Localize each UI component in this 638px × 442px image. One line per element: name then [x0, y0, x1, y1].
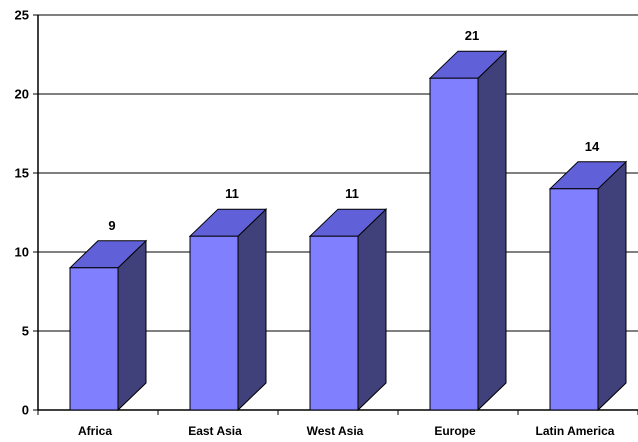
bar-side-face [237, 208, 267, 412]
data-label: 11 [345, 186, 359, 201]
y-tick-label: 20 [15, 87, 29, 102]
bar-latin-america [548, 160, 628, 412]
bar-front-face [189, 235, 239, 411]
bar-africa [68, 239, 148, 412]
y-tick-label: 10 [15, 245, 29, 260]
x-category-label: Latin America [536, 424, 615, 438]
bar-front-face [309, 235, 359, 411]
y-tick-label: 0 [22, 403, 29, 418]
data-label: 21 [465, 28, 479, 43]
x-axis-labels: Africa East Asia West Asia Europe Latin Amer… [78, 424, 615, 438]
bar-side-face [117, 239, 147, 412]
x-category-label: Europe [434, 424, 476, 438]
bar-front-face [549, 188, 599, 411]
data-labels: 9 11 11 21 14 [108, 28, 600, 233]
bar-west-asia [308, 208, 388, 412]
x-category-label: West Asia [307, 424, 364, 438]
x-category-label: Africa [78, 424, 112, 438]
bar-side-face [597, 160, 627, 412]
bar-side-face [357, 208, 387, 412]
y-tick-label: 25 [15, 8, 29, 23]
bar-front-face [429, 77, 479, 411]
bar-europe [428, 50, 508, 412]
bars [68, 50, 628, 412]
y-tick-label: 5 [22, 324, 29, 339]
bar-east-asia [188, 208, 268, 412]
data-label: 14 [585, 139, 600, 154]
data-label: 9 [108, 218, 115, 233]
y-tick-label: 15 [15, 166, 29, 181]
data-label: 11 [225, 186, 239, 201]
bar-front-face [69, 267, 119, 411]
x-category-label: East Asia [188, 424, 242, 438]
y-axis-ticks: 0 5 10 15 20 25 [15, 8, 38, 418]
bar-side-face [477, 50, 507, 412]
